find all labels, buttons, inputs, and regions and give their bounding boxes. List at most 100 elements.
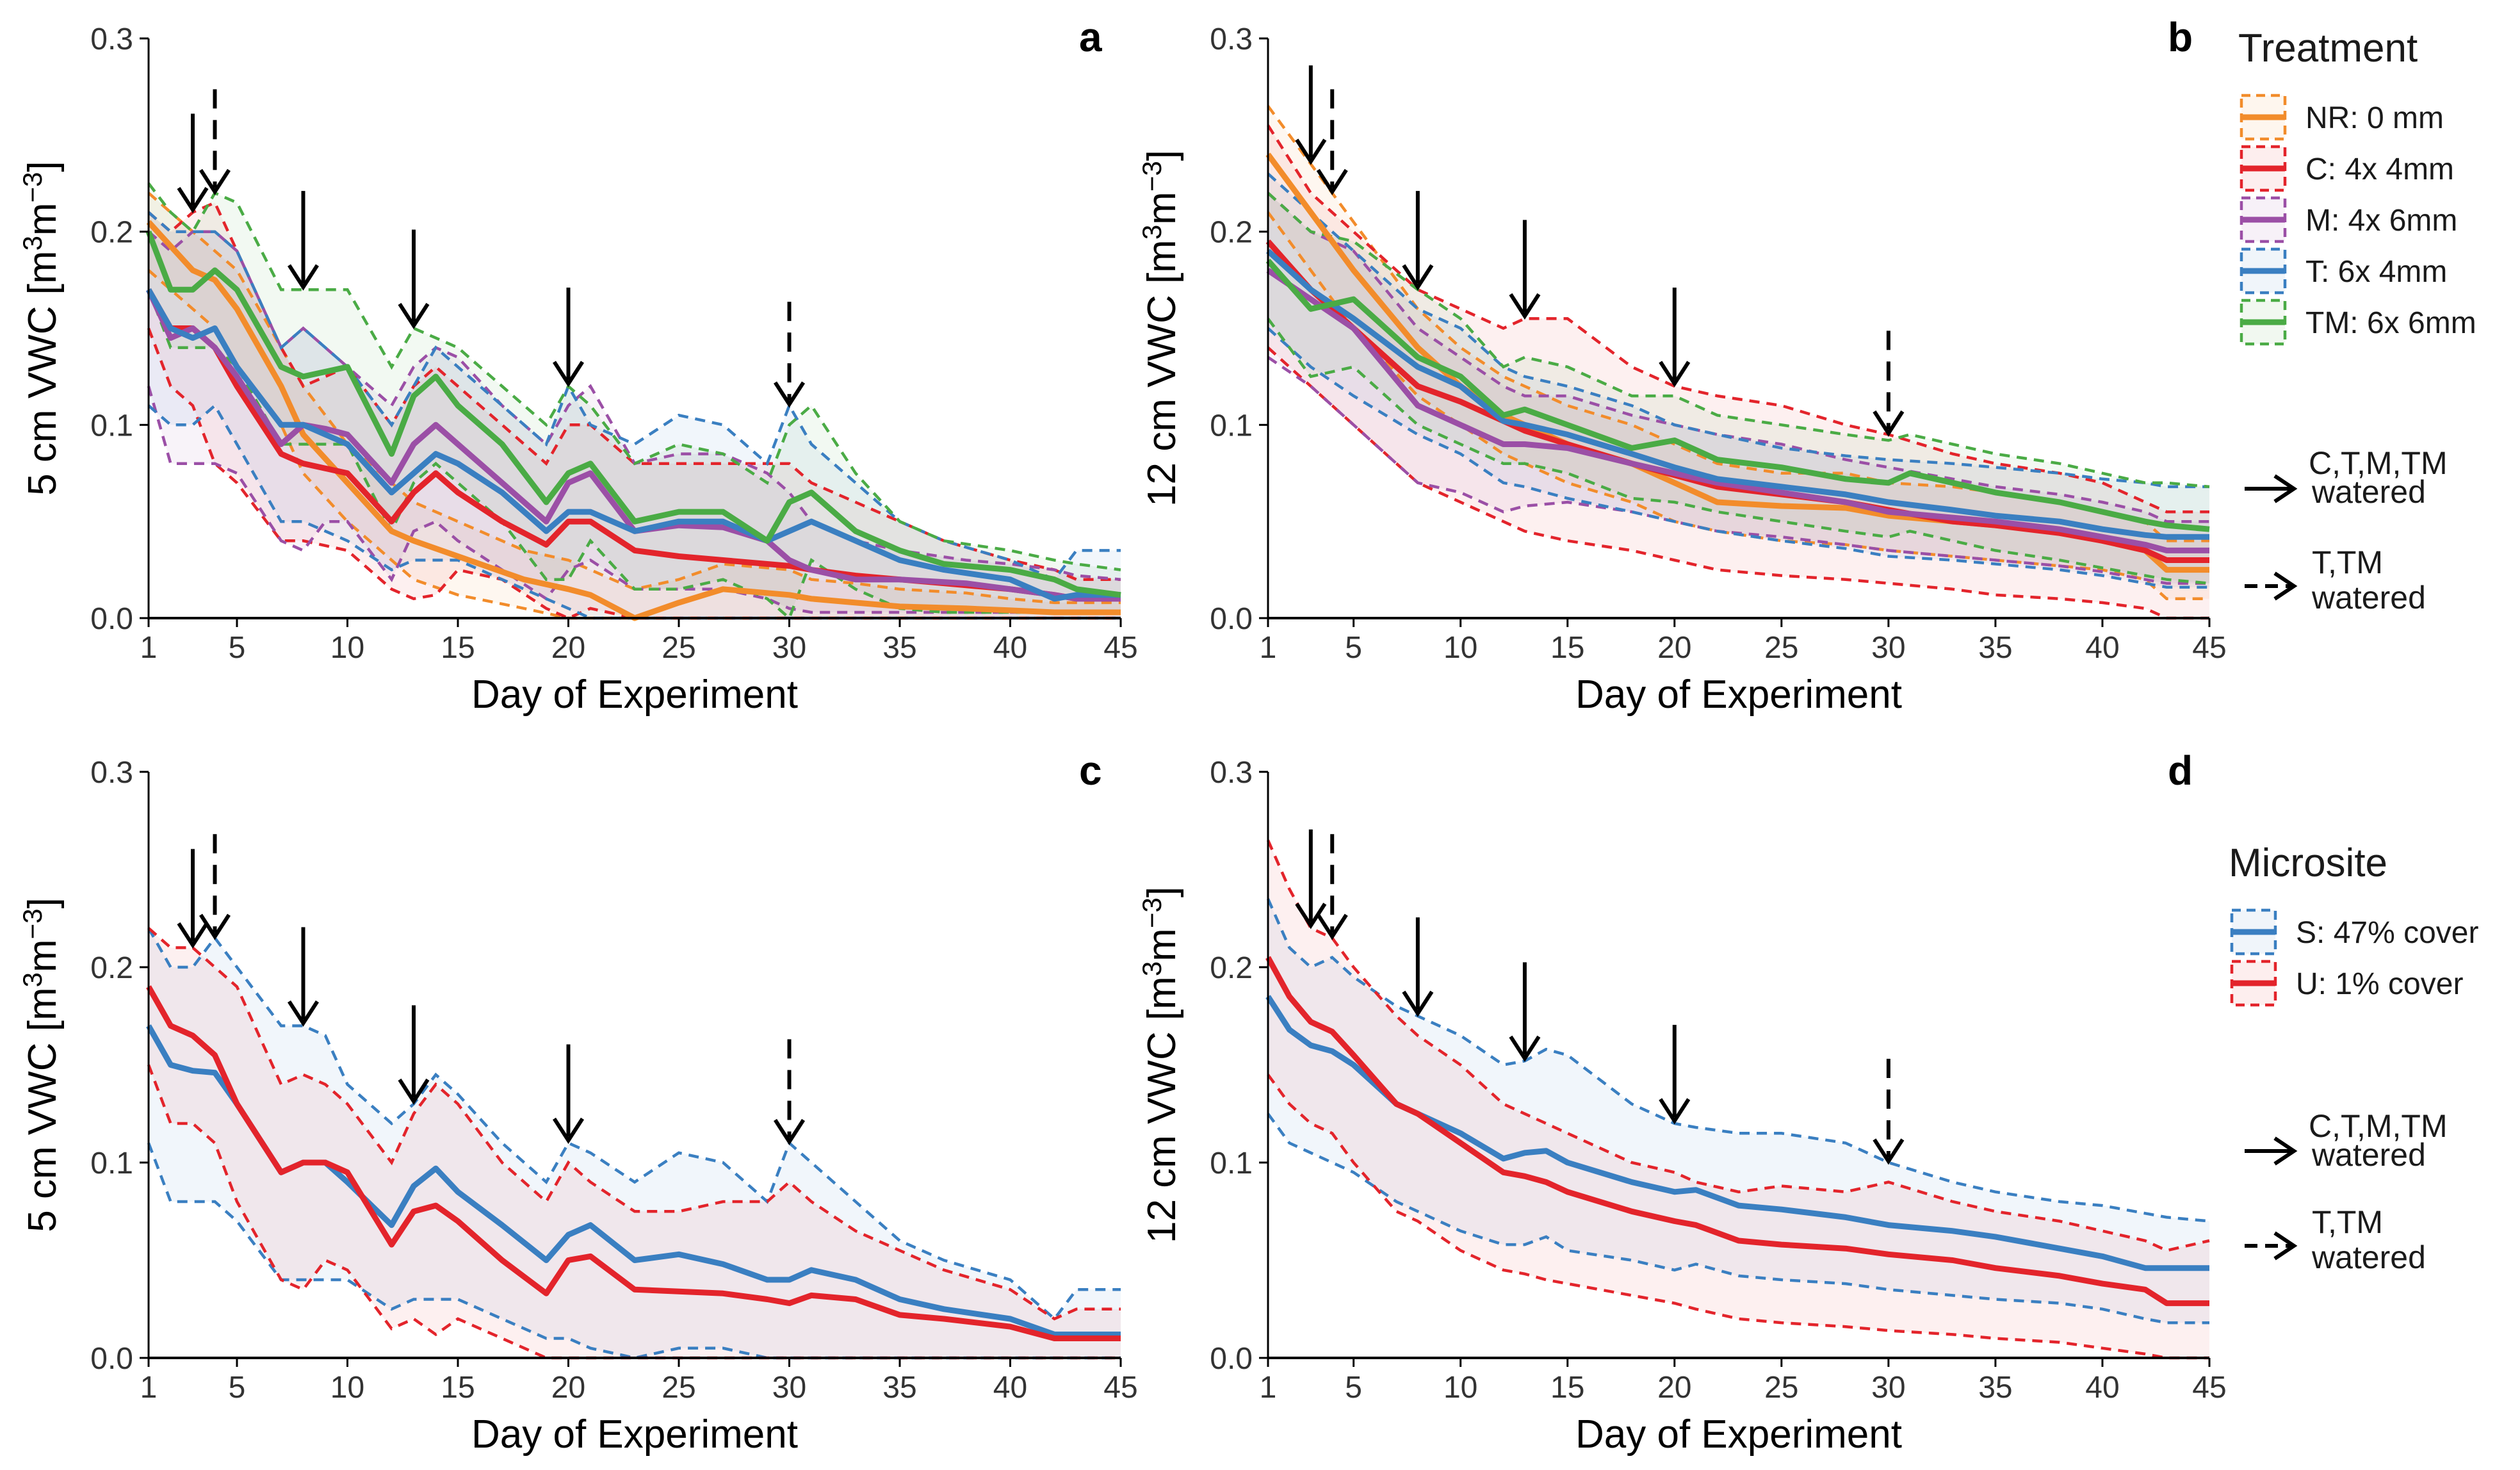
arrow-dashed-c-30-head [773,1118,806,1146]
arrow-legend-solid-line2: watered [2311,474,2426,510]
arrow-legend-dashed-line2: watered [2311,580,2426,616]
watering-arrows-c [177,834,806,1146]
ribbon-d-S [1268,899,2209,1323]
ribbon-a-C [149,202,1121,618]
upper-bound-c-U [147,927,1121,1321]
legend-label-S: S: 47% cover [2296,916,2478,950]
legend-treatment: Treatment NR: 0 mm C: 4x 4mm M: 4x 6mm T: 6… [2238,26,2476,346]
x-tick-label-d-25: 25 [1764,1371,1798,1405]
y-axis-label-d: 12 cm VWC [m3m−3] [1137,886,1184,1243]
mean-line-a-T [146,288,1121,602]
x-tick-label-c-10: 10 [330,1371,364,1405]
x-tick-label-d-30: 30 [1871,1371,1905,1405]
arrow-solid-b-13-head [1509,293,1541,320]
legend-label-C: C: 4x 4mm [2305,152,2454,186]
x-tick-label-c-35: 35 [882,1371,916,1405]
means-c [146,985,1121,1341]
ribbon-b-NR [1268,106,2209,599]
arrow-solid-a-8-head [287,264,320,291]
mean-line-b-TM [1265,258,2210,532]
x-axis-label-b: Day of Experiment [1575,673,1902,717]
arrow-solid-d-8-head [1402,990,1434,1017]
x-tick-label-d-45: 45 [2192,1371,2226,1405]
x-tick-label-a-15: 15 [441,631,475,665]
upper-bound-b-T [1267,172,2209,489]
arrow-dashed-a-4-head [199,168,231,195]
arrow-solid-d-20-head [1659,1098,1691,1125]
x-tick-label-c-1: 1 [140,1371,158,1405]
arrow-solid-c-3-head [177,922,209,949]
x-tick-label-a-30: 30 [772,631,806,665]
x-tick-label-b-40: 40 [2085,631,2119,665]
means-d [1265,956,2209,1307]
x-tick-label-b-5: 5 [1345,631,1362,665]
arrow-dashed-d-30-head [1873,1138,1905,1165]
mean-line-d-U [1265,956,2209,1307]
ribbon-c-S [149,928,1121,1358]
bounds-d [1266,839,2210,1360]
arrow-solid-c-8-head [287,1000,320,1027]
arrow-legend-dashed-line1: T,TM [2312,544,2383,580]
watering-arrows-a [177,89,806,408]
y-tick-label-b-0: 0.0 [1210,602,1253,636]
y-tick-label-d-3: 0.3 [1210,756,1253,790]
arrow-legend-dashed-line1-bottom: T,TM [2312,1204,2383,1240]
x-tick-label-a-25: 25 [662,631,695,665]
arrow-solid-a-20-head [552,361,585,388]
x-tick-label-c-30: 30 [772,1371,806,1405]
arrow-solid-b-8-head [1402,264,1434,291]
x-tick-label-d-15: 15 [1550,1371,1584,1405]
lower-bound-b-T [1267,327,2209,589]
x-tick-label-a-40: 40 [993,631,1027,665]
mean-line-a-NR [146,220,1121,621]
legend-microsite: Microsite S: 47% cover U: 1% cover [2229,841,2478,1007]
arrow-solid-d-13-head [1509,1035,1541,1062]
x-tick-label-c-25: 25 [662,1371,695,1405]
legend-dashed-arrow-head [2273,1231,2298,1261]
legend-label-NR: NR: 0 mm [2305,101,2444,135]
panel-letter-a: a [1079,14,1102,60]
y-tick-label-d-0: 0.0 [1210,1342,1253,1376]
arrow-solid-d-3-head [1295,902,1327,929]
x-tick-label-a-10: 10 [330,631,364,665]
mean-line-a-TM [145,231,1121,598]
upper-bound-a-NR [147,192,1121,605]
x-axis-label-d: Day of Experiment [1575,1412,1902,1457]
arrow-legend-top: C,T,M,TM watered T,TM watered [2245,445,2448,616]
x-tick-label-c-40: 40 [993,1371,1027,1405]
y-tick-label-a-1: 0.1 [90,409,133,443]
mean-line-d-S [1265,995,2209,1271]
arrow-solid-a-13-head [398,302,430,330]
x-tick-label-b-35: 35 [1978,631,2012,665]
x-tick-label-d-5: 5 [1345,1371,1362,1405]
lower-bound-d-S [1267,1113,2209,1325]
mean-line-a-M [145,288,1121,602]
y-tick-label-b-1: 0.1 [1210,409,1253,443]
x-tick-label-b-1: 1 [1260,631,1277,665]
arrow-dashed-b-30-head [1873,410,1905,437]
ribbons-d [1268,840,2209,1358]
lower-bound-b-C [1267,347,2209,620]
panel-letter-d: d [2168,747,2193,794]
x-tick-label-c-45: 45 [1103,1371,1137,1405]
lower-bound-a-C [147,327,1121,620]
ribbon-b-C [1268,125,2209,618]
y-tick-label-d-2: 0.2 [1210,951,1253,985]
x-tick-label-a-35: 35 [882,631,916,665]
arrow-dashed-a-30-head [773,381,806,408]
bounds-b [1267,105,2210,620]
arrow-solid-a-3-head [177,186,209,214]
x-tick-label-d-10: 10 [1443,1371,1477,1405]
watering-arrows-b [1295,65,1905,437]
arrow-solid-c-13-head [398,1078,430,1106]
y-tick-label-d-1: 0.1 [1210,1147,1253,1180]
upper-bound-b-NR [1267,105,2209,543]
x-tick-label-b-20: 20 [1657,631,1691,665]
y-tick-label-c-0: 0.0 [90,1342,133,1376]
panel-letter-b: b [2168,14,2193,60]
upper-bound-a-T [147,211,1121,582]
mean-line-b-T [1265,249,2209,540]
